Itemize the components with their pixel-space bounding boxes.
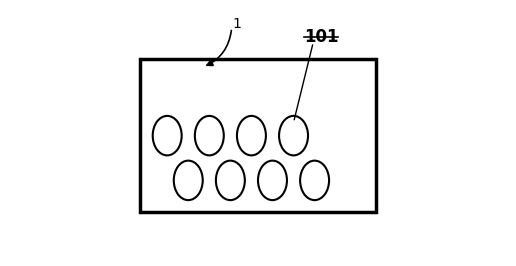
FancyArrowPatch shape [207,31,231,65]
Ellipse shape [216,161,245,200]
Ellipse shape [237,116,266,155]
Text: 101: 101 [304,28,338,46]
Ellipse shape [174,161,203,200]
Ellipse shape [279,116,308,155]
Ellipse shape [258,161,287,200]
Ellipse shape [153,116,182,155]
Bar [139,59,377,212]
Text: 1: 1 [233,17,241,31]
Ellipse shape [195,116,224,155]
Ellipse shape [300,161,329,200]
